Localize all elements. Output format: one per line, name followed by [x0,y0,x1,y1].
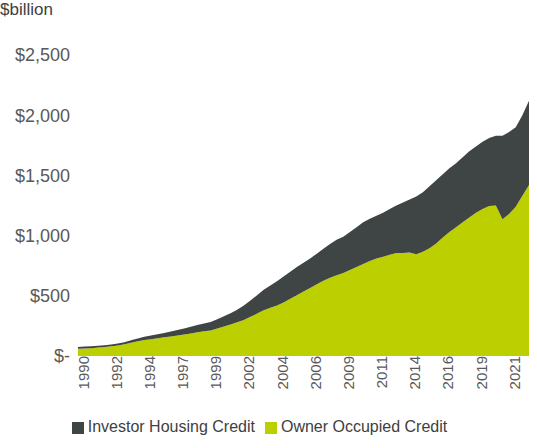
svg-text:2002: 2002 [240,356,257,389]
html-text:$billion: $billion [0,0,53,19]
svg-text:2009: 2009 [340,356,357,389]
svg-text:1990: 1990 [75,356,92,389]
svg-text:$1,000: $1,000 [15,226,70,246]
svg-text:1999: 1999 [207,356,224,389]
svg-text:$500: $500 [30,286,70,306]
svg-text:$2,500: $2,500 [15,45,70,65]
svg-text:2004: 2004 [274,356,291,389]
svg-text:$1,500: $1,500 [15,166,70,186]
svg-text:2014: 2014 [406,356,423,389]
html-text:Owner Occupied Credit: Owner Occupied Credit [280,418,448,435]
svg-text:1997: 1997 [174,356,191,389]
svg-text:$-: $- [54,346,70,366]
html-text:Investor Housing Credit: Investor Housing Credit [87,418,255,435]
svg-text:1994: 1994 [141,356,158,389]
svg-text:2016: 2016 [439,356,456,389]
svg-text:2021: 2021 [506,356,523,389]
svg-text:$2,000: $2,000 [15,106,70,126]
svg-text:2011: 2011 [373,356,390,388]
svg-text:2019: 2019 [473,356,490,389]
svg-text:1992: 1992 [108,356,125,389]
svg-text:2006: 2006 [307,356,324,389]
